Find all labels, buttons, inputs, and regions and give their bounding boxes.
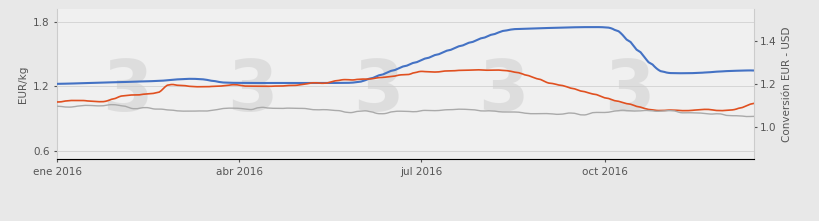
Y-axis label: Conversión EUR - USD: Conversión EUR - USD [781,26,791,142]
Text: 3: 3 [227,57,278,126]
Text: 3: 3 [102,57,152,126]
Y-axis label: EUR/kg: EUR/kg [17,65,28,103]
Text: 3: 3 [477,57,528,126]
Text: 3: 3 [603,57,654,126]
Text: 3: 3 [352,57,403,126]
Legend: Alemania - Canal 56%, USA - Iowa/Minnesota - Canal, Conversión EUR - USD: Alemania - Canal 56%, USA - Iowa/Minneso… [120,218,622,221]
